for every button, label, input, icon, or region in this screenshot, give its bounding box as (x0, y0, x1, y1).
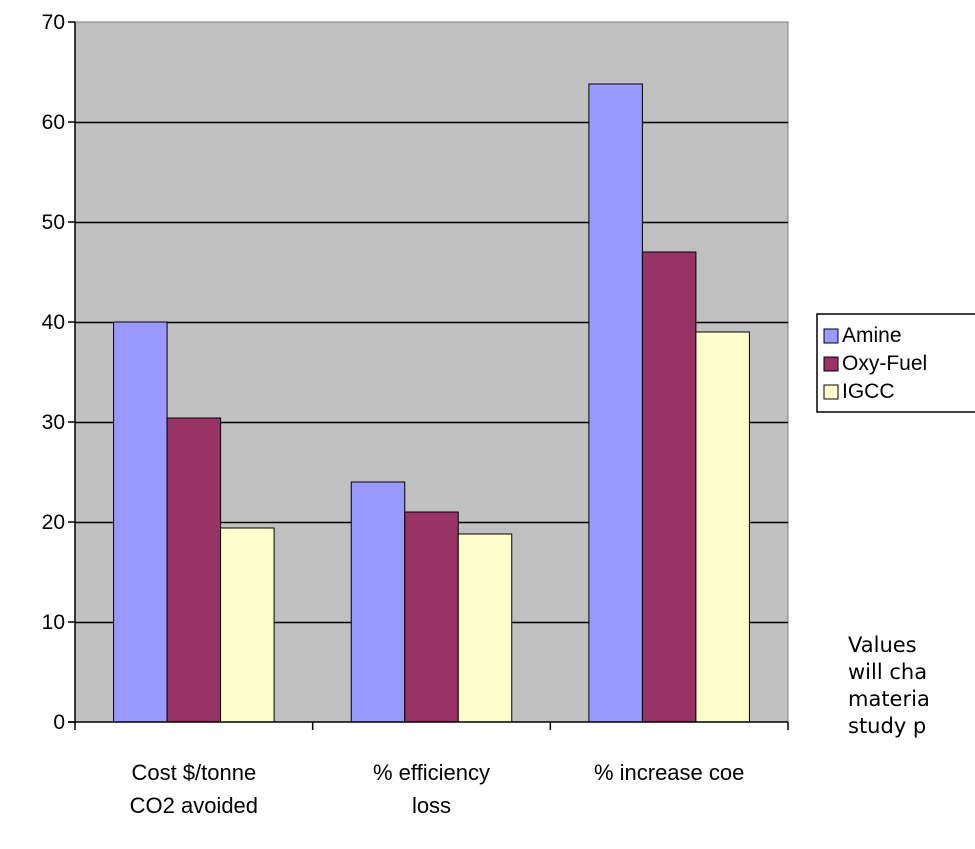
y-tick-label: 20 (42, 511, 65, 534)
y-tick-label: 70 (42, 11, 65, 34)
x-tick-label: Cost $/tonne (131, 760, 256, 785)
legend-label: IGCC (842, 380, 895, 403)
bars (113, 83, 750, 723)
x-tick-label: loss (412, 793, 451, 818)
bar-oxy-fuel (404, 511, 459, 723)
x-tick-label: CO2 avoided (130, 793, 258, 818)
y-tick-label: 30 (42, 411, 65, 434)
y-tick-label: 10 (42, 611, 65, 634)
y-tick-label: 0 (53, 711, 65, 734)
bar-igcc (457, 533, 513, 723)
annotation-line: study p (848, 714, 927, 738)
x-tick-label: % efficiency (373, 760, 490, 785)
annotation-line: materia (848, 687, 930, 711)
annotation-line: will cha (848, 660, 928, 684)
legend: Amine Oxy-Fuel IGCC (816, 313, 975, 413)
bar-oxy-fuel (641, 251, 697, 723)
annotation-text: Values will cha materia study p (848, 632, 930, 740)
y-tick-label: 50 (42, 211, 65, 234)
bar-igcc (220, 527, 275, 723)
x-tick-label: % increase coe (594, 760, 744, 785)
y-tick-label: 60 (42, 111, 65, 134)
bar-amine (350, 481, 406, 723)
legend-label: Amine (842, 324, 902, 347)
legend-swatch (823, 328, 839, 344)
bar-igcc (695, 331, 750, 723)
legend-label: Oxy-Fuel (842, 352, 927, 375)
legend-swatch (823, 384, 839, 400)
bar-oxy-fuel (166, 417, 222, 723)
axes (68, 22, 789, 730)
x-axis-labels: Cost $/tonne CO2 avoided % efficiency loss%… (130, 760, 745, 818)
bar-amine (113, 321, 168, 723)
legend-box (816, 313, 975, 413)
bar-amine (588, 83, 643, 723)
y-tick-label: 40 (42, 311, 65, 334)
y-axis-ticks: 0 10 20 30 40 50 60 70 (42, 11, 75, 734)
annotation-line: Values (848, 633, 917, 657)
legend-swatch (823, 356, 839, 372)
